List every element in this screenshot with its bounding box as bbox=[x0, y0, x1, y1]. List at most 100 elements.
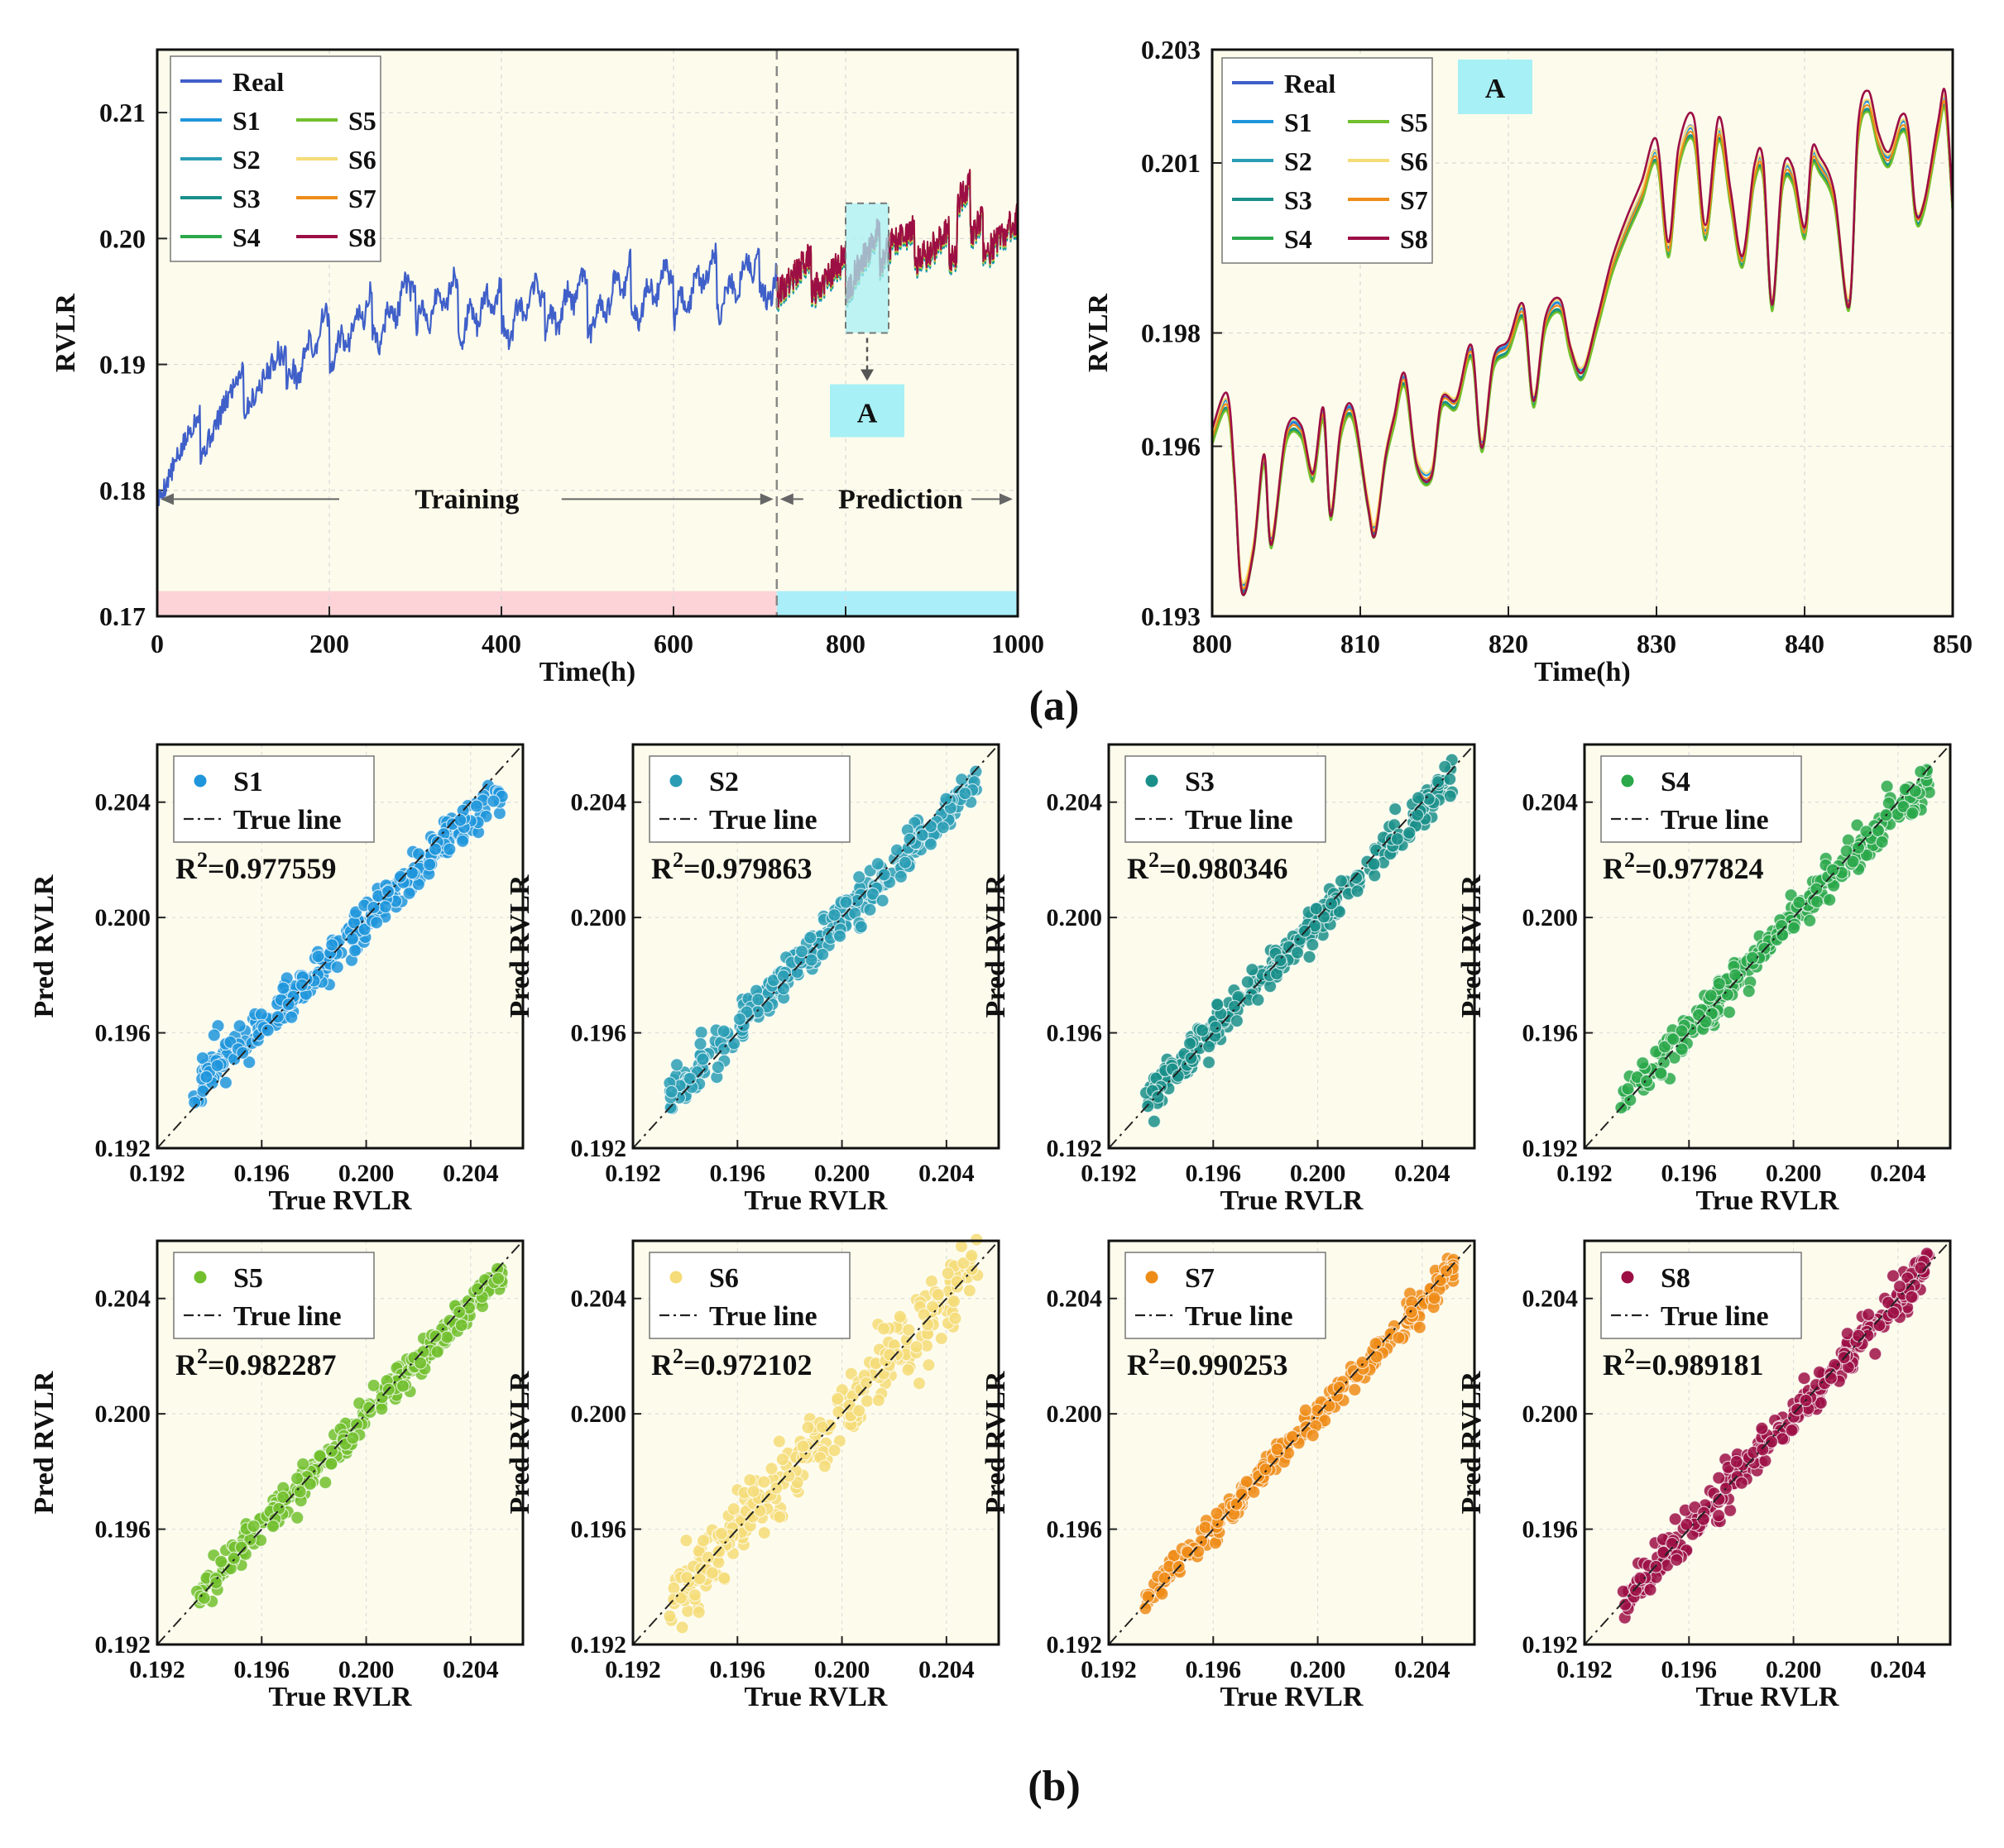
y-tick-label: 0.196 bbox=[1047, 1516, 1103, 1544]
scatter-point bbox=[1670, 1553, 1684, 1567]
scatter-point bbox=[1431, 775, 1445, 789]
legend-label-S7: S7 bbox=[1400, 185, 1428, 215]
scatter-point bbox=[455, 834, 470, 848]
legend-label-S6: S6 bbox=[1400, 146, 1428, 176]
r-squared: R2=0.989181 bbox=[1603, 1344, 1764, 1381]
scatter-point bbox=[804, 953, 818, 967]
scatter-point bbox=[1201, 1039, 1216, 1054]
scatter-point bbox=[1696, 1512, 1710, 1526]
y-axis-label: Pred RVLR bbox=[1456, 1371, 1487, 1514]
panel-b-label: (b) bbox=[1028, 1763, 1081, 1810]
scatter-point bbox=[680, 1570, 694, 1585]
scatter-point bbox=[276, 1490, 290, 1505]
scatter-point bbox=[1402, 826, 1417, 840]
scatter-point bbox=[1704, 989, 1718, 1003]
zoom-annotation-label: A bbox=[1485, 74, 1506, 104]
legend-label-S1: S1 bbox=[1284, 108, 1312, 137]
x-tick-label: 0.192 bbox=[1556, 1160, 1613, 1187]
scatter-point bbox=[1404, 1305, 1418, 1319]
scatter-point bbox=[1675, 1042, 1689, 1056]
y-tick-label: 0.196 bbox=[1522, 1020, 1579, 1047]
scatter-point bbox=[1181, 1545, 1195, 1559]
scatter-point bbox=[902, 1323, 916, 1337]
scatter-point bbox=[423, 857, 437, 872]
scatter-point bbox=[803, 931, 817, 945]
scatter-point bbox=[469, 799, 484, 813]
y-tick-label: 0.200 bbox=[1047, 1400, 1103, 1428]
plot-frame bbox=[1583, 743, 1952, 1150]
y-tick-label: 0.192 bbox=[95, 1631, 151, 1659]
x-axis-label: True RVLR bbox=[745, 1682, 888, 1712]
legend-box bbox=[173, 1252, 375, 1339]
scatter-point bbox=[1712, 1509, 1726, 1523]
r-squared-value: =0.980346 bbox=[1159, 852, 1288, 885]
series-line-S8 bbox=[1212, 88, 1953, 596]
y-tick-label: 0.196 bbox=[95, 1020, 151, 1047]
legend-label-S4: S4 bbox=[233, 223, 261, 252]
scatter-point bbox=[692, 1605, 706, 1620]
x-tick-label: 0.200 bbox=[1766, 1656, 1822, 1683]
scatter-point bbox=[428, 842, 443, 856]
scatter-point bbox=[941, 1266, 955, 1281]
y-tick-label: 0.201 bbox=[1141, 148, 1201, 178]
scatter-point bbox=[1656, 1545, 1671, 1559]
scatter-point bbox=[1892, 1279, 1907, 1294]
scatter-point bbox=[794, 944, 809, 959]
scatter-point bbox=[375, 1401, 389, 1416]
scatter-point bbox=[1906, 806, 1920, 821]
scatter-point bbox=[936, 821, 950, 835]
scatter-point bbox=[1680, 1517, 1694, 1532]
scatter-point bbox=[757, 1525, 771, 1540]
scatter-point bbox=[1814, 1396, 1828, 1410]
scatter-point bbox=[1195, 1023, 1210, 1037]
x-tick-label: 810 bbox=[1340, 629, 1380, 658]
scatter-point bbox=[290, 1510, 304, 1525]
x-tick-label: 0.196 bbox=[234, 1160, 290, 1187]
x-tick-label: 0.192 bbox=[1081, 1160, 1137, 1187]
x-tick-label: 0.204 bbox=[443, 1160, 499, 1187]
scatter-point bbox=[1309, 902, 1323, 916]
true-line bbox=[156, 744, 524, 1149]
scatter-point bbox=[923, 837, 938, 851]
x-tick-label: 1000 bbox=[991, 629, 1044, 658]
scatter-point bbox=[197, 1591, 211, 1606]
scatter-point bbox=[381, 884, 396, 898]
x-tick-label: 0.200 bbox=[1766, 1160, 1822, 1187]
y-tick-label: 0.200 bbox=[571, 904, 627, 931]
y-tick-label: 0.204 bbox=[95, 1285, 151, 1313]
legend-box bbox=[649, 755, 851, 843]
legend-marker bbox=[1621, 1271, 1634, 1284]
y-axis-label: Pred RVLR bbox=[505, 1371, 535, 1514]
scatter-point bbox=[1639, 1074, 1654, 1089]
y-tick-label: 0.204 bbox=[1522, 1285, 1579, 1313]
x-tick-label: 0.196 bbox=[234, 1656, 290, 1683]
scatter-point bbox=[1247, 1485, 1261, 1499]
r-squared-prefix: R bbox=[1603, 1348, 1625, 1381]
r-squared-exponent: 2 bbox=[673, 848, 683, 872]
x-tick-label: 0.204 bbox=[1394, 1656, 1450, 1683]
scatter-point bbox=[1742, 984, 1756, 998]
scatter-point bbox=[227, 1551, 241, 1565]
x-axis-label: True RVLR bbox=[269, 1682, 412, 1712]
r-squared-exponent: 2 bbox=[1148, 848, 1159, 872]
legend-box bbox=[1600, 755, 1802, 843]
scatter-point bbox=[1367, 857, 1381, 871]
scatter-point bbox=[743, 1472, 757, 1487]
y-axis-label: RVLR bbox=[1083, 293, 1114, 372]
scatter-point bbox=[701, 1550, 715, 1564]
x-axis-label: Time(h) bbox=[1534, 657, 1630, 687]
scatter-point bbox=[1392, 1330, 1406, 1345]
scatter-point bbox=[831, 1391, 845, 1406]
x-axis-label: True RVLR bbox=[1220, 1682, 1364, 1712]
scatter-point bbox=[903, 832, 917, 846]
scatter-point bbox=[696, 1534, 711, 1548]
scatter-point bbox=[402, 886, 416, 901]
scatter-point bbox=[939, 792, 953, 806]
legend-label-S8: S8 bbox=[1400, 224, 1428, 254]
scatter-point bbox=[948, 1311, 962, 1325]
scatter-point bbox=[694, 1025, 708, 1040]
prediction-arrowhead-left bbox=[779, 493, 793, 505]
scatter-point bbox=[1368, 869, 1382, 883]
